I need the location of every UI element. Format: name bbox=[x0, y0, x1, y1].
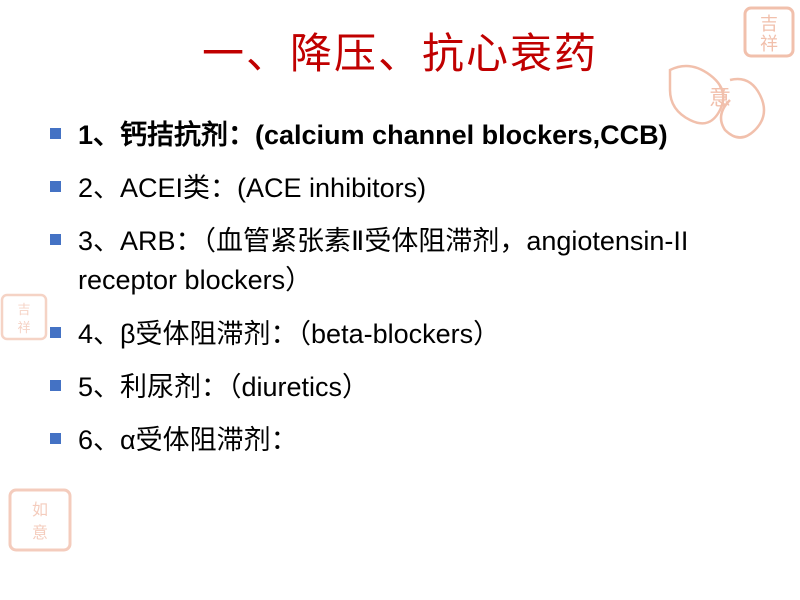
bullet-icon bbox=[50, 128, 61, 139]
content-list: 1、钙拮抗剂：(calcium channel blockers,CCB) 2、… bbox=[50, 116, 750, 460]
list-item: 5、利尿剂：（diuretics） bbox=[50, 368, 750, 407]
list-item-text: 3、ARB：（血管紧张素Ⅱ受体阻滞剂，angiotensin-II recept… bbox=[78, 226, 688, 295]
bullet-icon bbox=[50, 234, 61, 245]
list-item-text: 6、α受体阻滞剂： bbox=[78, 425, 298, 455]
bullet-icon bbox=[50, 433, 61, 444]
bullet-icon bbox=[50, 380, 61, 391]
list-item-text: 4、β受体阻滞剂：（beta-blockers） bbox=[78, 319, 500, 349]
list-item: 6、α受体阻滞剂： bbox=[50, 421, 750, 460]
bullet-icon bbox=[50, 327, 61, 338]
list-item: 1、钙拮抗剂：(calcium channel blockers,CCB) bbox=[50, 116, 750, 155]
list-item: 2、ACEI类：(ACE inhibitors) bbox=[50, 169, 750, 208]
list-item-text: 2、ACEI类：(ACE inhibitors) bbox=[78, 173, 426, 203]
list-item: 4、β受体阻滞剂：（beta-blockers） bbox=[50, 315, 750, 354]
list-item-text: 1、钙拮抗剂：(calcium channel blockers,CCB) bbox=[78, 120, 668, 150]
slide-title: 一、降压、抗心衰药 bbox=[50, 20, 750, 81]
bullet-icon bbox=[50, 181, 61, 192]
list-item-text: 5、利尿剂：（diuretics） bbox=[78, 372, 369, 402]
list-item: 3、ARB：（血管紧张素Ⅱ受体阻滞剂，angiotensin-II recept… bbox=[50, 222, 750, 300]
slide-container: 一、降压、抗心衰药 1、钙拮抗剂：(calcium channel blocke… bbox=[0, 0, 800, 600]
